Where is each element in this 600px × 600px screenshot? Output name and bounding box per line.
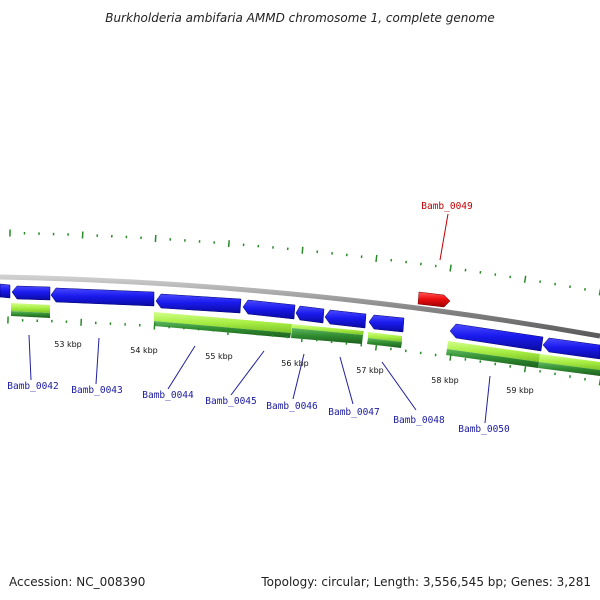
gene-label-bamb-0042[interactable]: Bamb_0042 xyxy=(7,381,58,392)
tick-mark xyxy=(554,282,557,286)
gene-label-leader xyxy=(484,375,491,424)
cds-arrow[interactable] xyxy=(11,285,51,301)
tick-mark xyxy=(523,275,527,283)
gene-label-bamb-0044[interactable]: Bamb_0044 xyxy=(142,390,194,401)
gene-label-bamb-0048[interactable]: Bamb_0048 xyxy=(393,415,445,426)
gene-label-leader xyxy=(381,361,417,411)
gene-feature xyxy=(446,349,539,368)
tick-mark xyxy=(300,334,304,343)
scale-label: 59 kbp xyxy=(506,386,534,395)
kbp-scale-labels: 53 kbp 54 kbp 55 kbp 56 kbp 57 kbp 58 kb… xyxy=(54,340,534,395)
outer-tick-track xyxy=(9,229,600,296)
cds-arrow[interactable] xyxy=(542,337,600,360)
scale-label: 53 kbp xyxy=(54,340,82,349)
genome-title: Burkholderia ambifaria AMMD chromosome 1… xyxy=(105,11,495,25)
gene-label-leader xyxy=(292,353,305,400)
gene-feature xyxy=(538,362,600,376)
tick-mark xyxy=(523,365,527,373)
gene-label-bamb-0047[interactable]: Bamb_0047 xyxy=(328,407,379,418)
gene-feature[interactable] xyxy=(154,312,292,333)
gene-label-leader xyxy=(230,350,265,396)
gene-feature[interactable] xyxy=(292,324,364,335)
gene-feature xyxy=(154,321,291,338)
gene-label-bamb-0043[interactable]: Bamb_0043 xyxy=(71,385,122,396)
scale-label: 55 kbp xyxy=(205,352,233,361)
tick-mark xyxy=(301,246,304,254)
gene-label-bamb-0049[interactable]: Bamb_0049 xyxy=(421,201,473,212)
cds-track-reverse xyxy=(0,283,600,360)
gene-feature[interactable] xyxy=(11,303,50,313)
tick-mark xyxy=(554,372,557,376)
cds-arrow[interactable] xyxy=(295,305,325,324)
cds-arrow[interactable] xyxy=(324,309,367,329)
gene-label-leader xyxy=(339,356,354,405)
gene-label-leader xyxy=(95,337,100,385)
tick-mark xyxy=(227,240,230,248)
scale-label: 57 kbp xyxy=(356,366,384,375)
tick-mark xyxy=(449,353,452,361)
chromosome-backbone xyxy=(0,274,600,339)
scale-label: 56 kbp xyxy=(281,359,309,368)
gene-feature-track xyxy=(11,303,600,376)
tick-mark xyxy=(375,254,378,262)
gene-label-bamb-0045[interactable]: Bamb_0045 xyxy=(205,396,256,407)
gene-feature xyxy=(11,311,50,318)
accession-text: Accession: NC_008390 xyxy=(9,575,145,589)
gene-label-leader-highlighted xyxy=(439,213,449,261)
cds-arrow[interactable] xyxy=(155,293,242,314)
gene-label-bamb-0050[interactable]: Bamb_0050 xyxy=(458,424,510,435)
gene-feature[interactable] xyxy=(539,354,600,370)
cds-arrow[interactable] xyxy=(417,291,451,308)
gene-feature[interactable] xyxy=(447,341,540,362)
gene-label-bamb-0046[interactable]: Bamb_0046 xyxy=(266,401,318,412)
gene-labels: Bamb_0042 Bamb_0043 Bamb_0044 Bamb_0045 … xyxy=(7,201,510,435)
cds-arrow[interactable] xyxy=(0,283,11,299)
gene-label-leader xyxy=(28,334,32,381)
cds-arrow[interactable] xyxy=(50,287,155,307)
gene-feature xyxy=(367,338,402,348)
tick-mark xyxy=(227,327,230,336)
tick-mark xyxy=(374,343,378,351)
gene-feature[interactable] xyxy=(368,332,402,342)
scale-label: 58 kbp xyxy=(431,376,459,385)
tick-mark xyxy=(449,264,452,272)
cds-track-forward xyxy=(417,291,451,308)
gene-label-leader xyxy=(167,345,196,390)
scale-label: 54 kbp xyxy=(130,346,158,355)
genome-summary-text: Topology: circular; Length: 3,556,545 bp… xyxy=(260,575,591,589)
cds-arrow[interactable] xyxy=(242,299,296,320)
cds-arrow[interactable] xyxy=(449,323,544,352)
cds-arrow[interactable] xyxy=(368,314,405,333)
gene-feature xyxy=(291,328,363,344)
